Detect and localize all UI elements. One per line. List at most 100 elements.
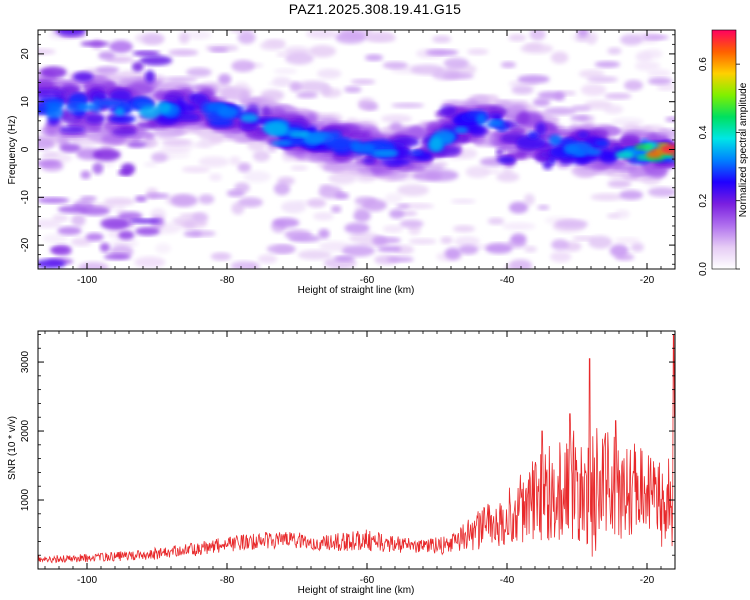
spectrogram-cell [276,52,287,57]
spectrogram-image [38,30,675,269]
snr-panel: -100 -80 -60 -40 -20 1000 2000 3000 Height of … [7,330,676,596]
spectrogram-cell [273,182,291,196]
colorbar-tick-label: 0.0 [698,262,709,276]
spectrogram-cell [614,237,641,244]
spectrogram-cell [260,106,272,119]
spectrogram-y-label: Frequency (Hz) [7,116,18,185]
spectrogram-y-tick-label: 0 [20,146,31,152]
spectrogram-cell [127,141,147,148]
spectrogram-cell [365,34,396,43]
spectrogram-cell [609,244,629,258]
spectrogram-cell [372,235,387,246]
spectrogram-cell [318,228,330,239]
spectrogram-cell [92,162,104,175]
spectrogram-cell [267,144,278,153]
spectrogram-cell [439,105,457,117]
spectrogram-cell [564,145,580,153]
spectrogram-cell [186,67,212,77]
spectrogram-x-tick-label: -20 [640,275,655,286]
spectrogram-cell [139,55,173,66]
spectrogram-cell [265,122,288,137]
spectrogram-cell [442,72,475,80]
spectrogram-cell [305,30,338,39]
spectrogram-cell [620,34,643,46]
spectrogram-cell [500,61,517,69]
spectrogram-x-tick-label: -40 [500,275,515,286]
spectrogram-cell [38,48,56,55]
snr-x-tick-label: -40 [500,575,515,586]
spectrogram-cell [408,238,437,245]
spectrogram-cell [344,222,370,234]
spectrogram-cell [209,173,223,182]
snr-y-label: SNR (10 * v/v) [7,416,18,480]
spectrogram-cell [614,151,634,159]
colorbar-tick-label: 0.2 [698,193,709,207]
spectrogram-cell [529,30,546,41]
spectrogram-cell [635,51,653,62]
spectrogram-cell [380,114,413,124]
spectrogram-cell [400,203,435,210]
spectrogram-cell [515,135,546,149]
spectrogram-cell [264,39,286,47]
spectrogram-cell [361,199,387,212]
colorbar-frame [711,29,737,270]
colorbar-label: Normalized spectral amplitude [738,82,749,217]
spectrogram-cell [59,126,86,134]
spectrogram-cell [57,205,88,214]
spectrogram-cell [489,119,504,126]
spectrogram-cell [100,217,129,230]
spectrogram-cell [454,126,469,134]
colorbar-tick-label: 0.4 [698,125,709,139]
spectrogram-cell [429,137,443,152]
spectrogram-y-tick-label: 10 [20,96,31,108]
spectrogram-cell [103,197,135,206]
spectrogram-cell [229,156,241,166]
spectrogram-cell [382,225,404,233]
spectrogram-cell [607,179,632,188]
colorbar-gradient [712,30,736,269]
spectrogram-cell [432,35,452,43]
spectrogram-cell [399,219,424,228]
spectrogram-cell [397,184,429,197]
spectrogram-cell [353,209,371,223]
snr-plot-area [38,331,675,569]
spectrogram-cell [532,98,551,107]
spectrogram-cell [38,197,70,204]
spectrogram-cell [85,113,106,124]
spectrogram-cell [98,51,116,60]
spectrogram-cell [362,157,376,164]
page-title: PAZ1.2025.308.19.41.G15 [288,1,462,17]
spectrogram-cell [114,107,125,116]
spectrogram-cell [156,101,172,114]
spectrogram-cell [450,198,476,204]
spectrogram-cell [317,68,342,79]
spectrogram-cell [178,32,190,44]
spectrogram-cell [297,250,332,260]
spectrogram-cell [517,74,550,84]
spectrogram-cell [647,77,673,85]
spectrogram-cell [547,155,557,165]
spectrogram-cell [168,49,199,57]
spectrogram-cell [330,205,342,213]
spectrogram-cell [284,52,314,65]
spectrogram-cell [656,84,675,91]
colorbar-tick-label: 0.6 [698,57,709,71]
spectrogram-cell [155,243,172,254]
spectrogram-cell [210,252,231,261]
spectrogram-cell [349,232,380,244]
spectrogram-cell [550,51,569,64]
spectrogram-cell [257,254,278,264]
spectrogram-cell [661,144,675,154]
spectrogram-cell [38,259,66,269]
spectrogram-cell [594,139,610,148]
spectrogram-x-tick-label: -100 [77,275,97,286]
spectrogram-cell [142,34,164,45]
snr-series-line [38,333,675,564]
spectrogram-cell [527,131,539,139]
spectrogram-cell [92,148,121,161]
spectrogram-y-tick-label: -20 [20,237,31,252]
spectrogram-cell [252,150,271,162]
spectrogram-x-axis: -100 -80 -60 -40 -20 [44,30,676,286]
